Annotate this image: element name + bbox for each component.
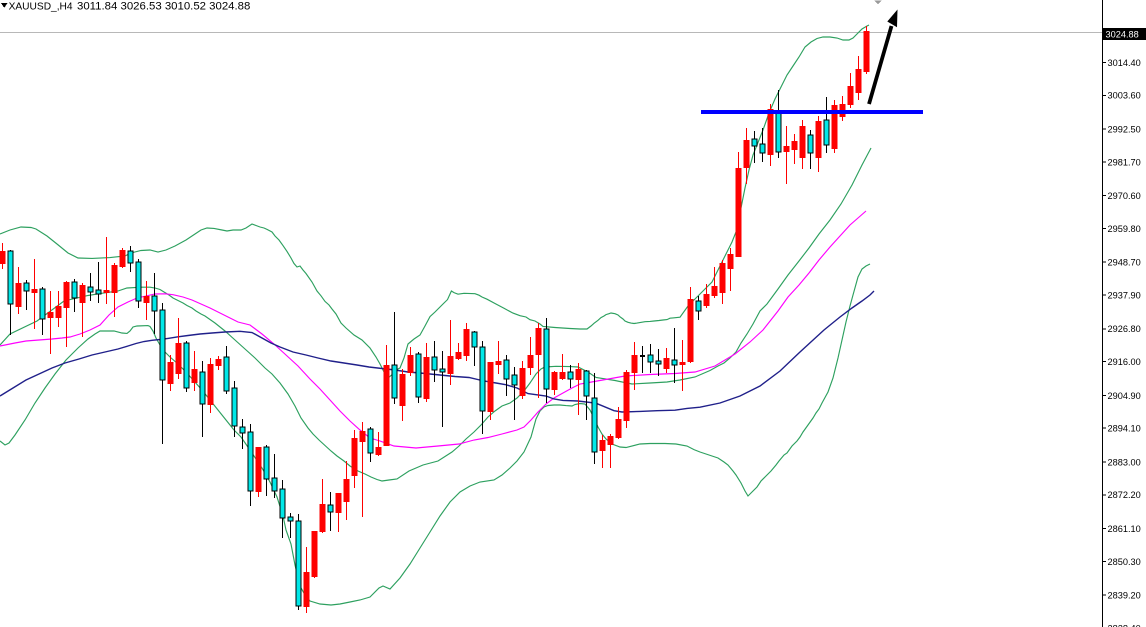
svg-text:2926.80: 2926.80	[1108, 324, 1141, 334]
svg-text:2883.00: 2883.00	[1108, 457, 1141, 467]
svg-text:2872.20: 2872.20	[1108, 490, 1141, 500]
svg-text:2828.40: 2828.40	[1108, 623, 1141, 627]
svg-text:2850.30: 2850.30	[1108, 557, 1141, 567]
svg-text:2894.10: 2894.10	[1108, 424, 1141, 434]
svg-text:2861.10: 2861.10	[1108, 524, 1141, 534]
svg-text:3014.40: 3014.40	[1108, 58, 1141, 68]
svg-text:2992.50: 2992.50	[1108, 124, 1141, 134]
svg-text:2937.90: 2937.90	[1108, 291, 1141, 301]
svg-text:2904.90: 2904.90	[1108, 391, 1141, 401]
svg-text:2839.20: 2839.20	[1108, 591, 1141, 601]
svg-text:2981.70: 2981.70	[1108, 157, 1141, 167]
svg-text:XAUUSD_,H4: XAUUSD_,H4	[9, 1, 73, 12]
svg-text:2959.80: 2959.80	[1108, 224, 1141, 234]
svg-text:3003.60: 3003.60	[1108, 91, 1141, 101]
svg-text:2948.70: 2948.70	[1108, 258, 1141, 268]
svg-text:3024.88: 3024.88	[1106, 30, 1139, 40]
svg-text:3011.84 3026.53 3010.52 3024.8: 3011.84 3026.53 3010.52 3024.88	[77, 0, 250, 12]
svg-text:2970.60: 2970.60	[1108, 191, 1141, 201]
svg-text:2916.00: 2916.00	[1108, 357, 1141, 367]
